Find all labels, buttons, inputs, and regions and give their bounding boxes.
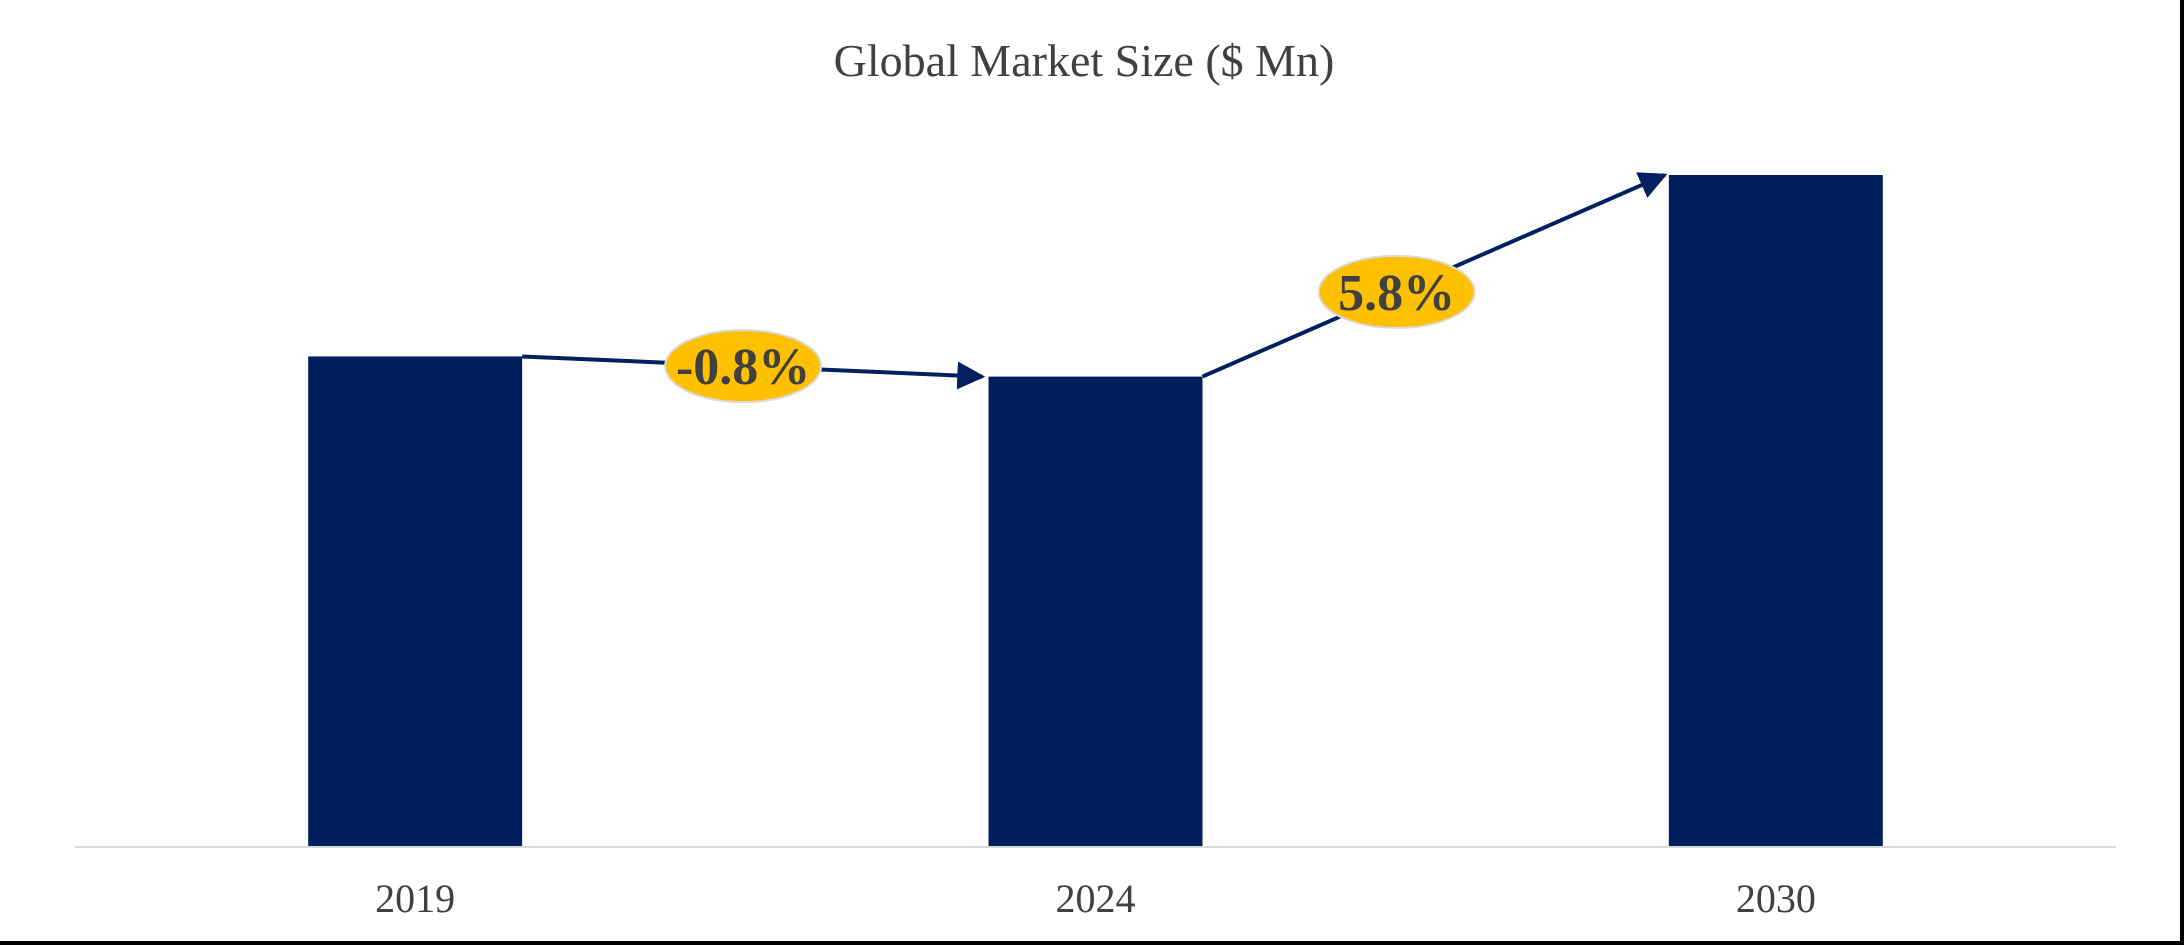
bar-2030 [1668, 175, 1883, 847]
growth-badge [664, 329, 823, 404]
x-tick-label-2019: 2019 [375, 876, 455, 921]
x-tick-label-2024: 2024 [1056, 876, 1136, 921]
x-axis-ticks: 2019 2024 2030 [375, 876, 1816, 921]
growth-annotations: -0.8% 5.8% [522, 172, 1668, 404]
chart-title: Global Market Size ($ Mn) [834, 35, 1335, 86]
bars-layer [308, 175, 1883, 847]
growth-rate-label: -0.8% [676, 339, 810, 396]
growth-rate-label: 5.8% [1338, 265, 1455, 322]
bar-2019 [308, 356, 523, 847]
bar-2024 [988, 376, 1203, 847]
x-tick-label-2030: 2030 [1736, 876, 1816, 921]
growth-badge [1317, 254, 1476, 329]
